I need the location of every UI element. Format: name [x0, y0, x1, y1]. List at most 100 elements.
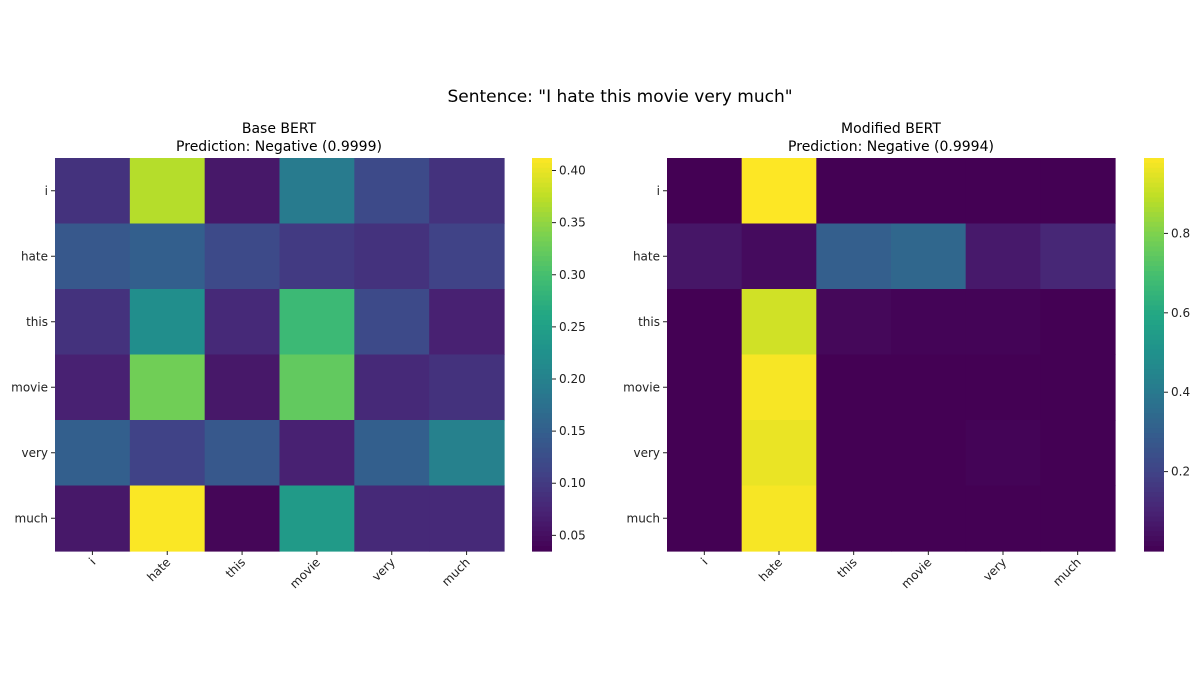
colorbar-segment [1144, 501, 1164, 508]
colorbar-tick-label: 0.05 [559, 528, 586, 542]
colorbar-segment [1144, 167, 1164, 174]
colorbar-segment [1144, 393, 1164, 400]
colorbar-segment [1144, 300, 1164, 306]
heatmap-cell [891, 420, 967, 487]
colorbar-segment [1144, 251, 1164, 257]
heatmap-cell [1040, 354, 1116, 421]
heatmap-cell [741, 223, 817, 290]
y-tick-label: hate [21, 249, 48, 263]
heatmap-cell [354, 158, 430, 225]
colorbar-segment [532, 192, 552, 198]
colorbar-segment [1144, 187, 1164, 193]
colorbar-segment [532, 300, 552, 306]
colorbar-segment [1144, 285, 1164, 292]
colorbar-segment [532, 506, 552, 513]
colorbar-segment [1144, 447, 1164, 454]
colorbar-segment [532, 462, 552, 469]
heatmap-cell [204, 223, 281, 290]
heatmap-cell [129, 223, 206, 290]
colorbar-segment [532, 374, 552, 380]
heatmap-base-bert: Base BERT Prediction: Negative (0.9999) … [11, 121, 586, 591]
heatmap-cell [965, 485, 1041, 552]
colorbar-segment [1144, 369, 1164, 375]
colorbar-segment [532, 182, 552, 189]
heatmap-cell [891, 223, 967, 290]
colorbar-segment [532, 433, 552, 439]
colorbar-segment [1144, 423, 1164, 429]
colorbar-segment [532, 310, 552, 316]
heatmap-cell [891, 289, 967, 356]
colorbar-segment [532, 158, 552, 164]
colorbar-segment [1144, 516, 1164, 523]
heatmap-title: Base BERT [242, 121, 317, 137]
heatmap-cell [741, 485, 817, 552]
colorbar-segment [532, 408, 552, 415]
colorbar-segment [532, 207, 552, 213]
colorbar-segment [532, 270, 552, 277]
x-tick-label: much [1050, 555, 1084, 589]
x-tick-label: this [223, 555, 248, 580]
colorbar-segment [532, 472, 552, 478]
colorbar-segment [1144, 482, 1164, 488]
colorbar-segment [532, 442, 552, 449]
heatmap-cell [965, 420, 1041, 487]
heatmap-cell [965, 158, 1041, 225]
colorbar-segment [1144, 526, 1164, 532]
heatmap-cell [129, 420, 206, 487]
heatmap-cell [279, 354, 355, 421]
heatmap-cell [1040, 223, 1116, 290]
colorbar-tick-label: 0.10 [559, 476, 586, 490]
colorbar-segment [1144, 162, 1164, 169]
x-tick-label: movie [287, 555, 323, 591]
heatmap-cell [816, 420, 892, 487]
colorbar-segment [1144, 492, 1164, 498]
colorbar-segment [532, 231, 552, 238]
colorbar-segment [1144, 295, 1164, 302]
heatmap-cell [279, 223, 355, 290]
colorbar-segment [1144, 192, 1164, 198]
colorbar-segment [1144, 226, 1164, 233]
colorbar-segment [1144, 359, 1164, 365]
x-tick-label: much [439, 555, 473, 589]
heatmap-cell [129, 289, 206, 356]
colorbar-tick-label: 0.15 [559, 424, 586, 438]
colorbar-segment [532, 496, 552, 503]
colorbar-segment [532, 187, 552, 193]
colorbar-segment [532, 413, 552, 419]
colorbar-segment [1144, 438, 1164, 444]
colorbar-segment [1144, 457, 1164, 464]
colorbar-segment [1144, 452, 1164, 459]
colorbar-segment [532, 280, 552, 287]
colorbar-segment [532, 428, 552, 434]
colorbar-segment [1144, 212, 1164, 218]
heatmap-cell [354, 420, 430, 487]
colorbar-segment [1144, 383, 1164, 390]
colorbar-segment [532, 334, 552, 341]
colorbar-segment [1144, 403, 1164, 410]
heatmap-cell [741, 158, 817, 225]
heatmap-cell [429, 289, 505, 356]
colorbar-segment [1144, 334, 1164, 341]
x-tick-label: hate [756, 555, 785, 584]
colorbar-segment [1144, 354, 1164, 361]
colorbar-segment [1144, 379, 1164, 385]
colorbar-segment [532, 536, 552, 542]
x-tick-label: movie [898, 555, 934, 591]
heatmap-cell [429, 485, 505, 552]
y-tick-label: hate [633, 249, 660, 263]
heatmap-cell [279, 485, 355, 552]
colorbar-segment [532, 393, 552, 400]
colorbar-segment [532, 457, 552, 464]
colorbar-segment [1144, 236, 1164, 243]
colorbar-segment [1144, 433, 1164, 439]
heatmap-cell [354, 223, 430, 290]
colorbar-tick-label: 0.6 [1171, 306, 1190, 320]
colorbar-segment [532, 477, 552, 483]
heatmap-cell [1040, 485, 1116, 552]
colorbar-tick-label: 0.30 [559, 268, 586, 282]
y-tick-label: i [657, 184, 660, 198]
heatmap-cell [55, 485, 131, 552]
colorbar-segment [1144, 320, 1164, 326]
colorbar-segment [532, 236, 552, 243]
colorbar-segment [532, 423, 552, 429]
